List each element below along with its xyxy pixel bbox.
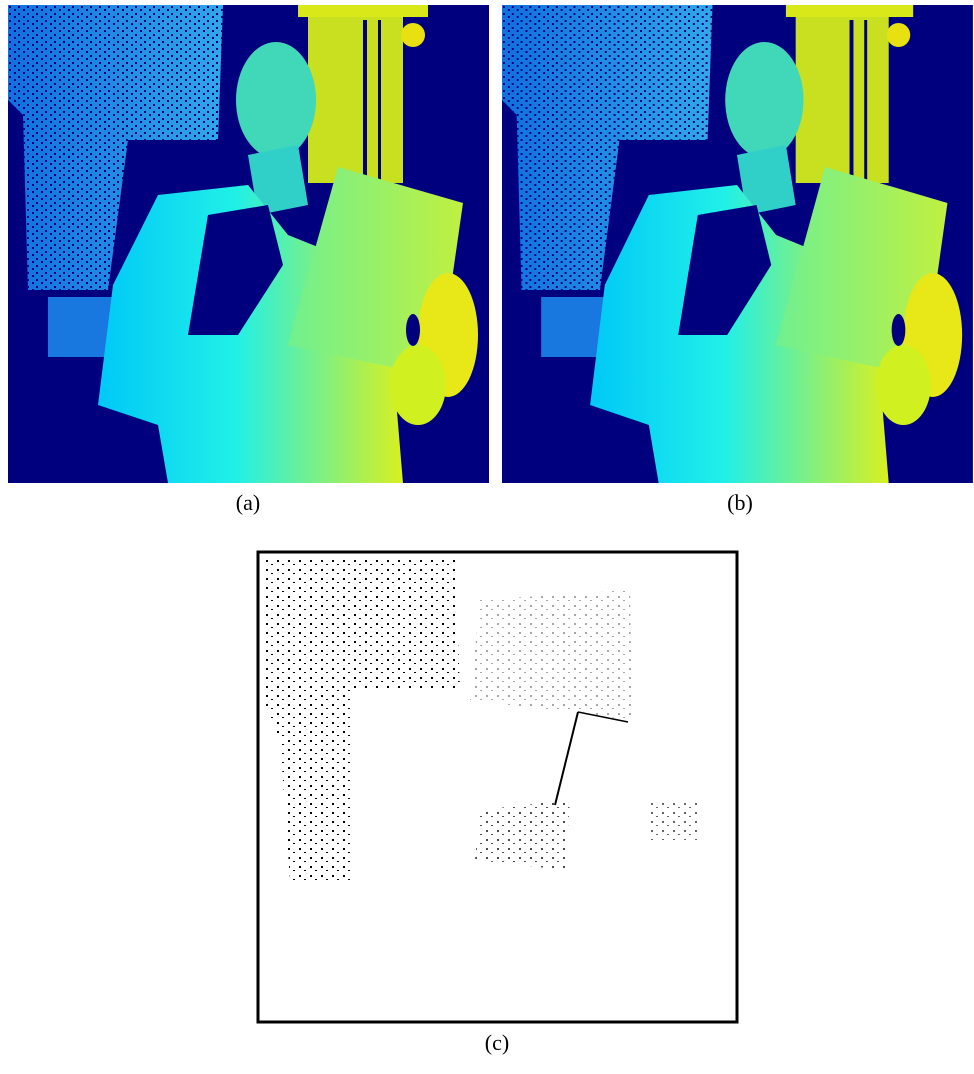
page: (a) (b) (c) (() => { const data = JSON.p…	[0, 0, 974, 1069]
panel-caption: (a)	[236, 490, 260, 515]
figure: (a) (b) (c)	[0, 0, 974, 1069]
panel-a-image	[8, 5, 489, 483]
panel-c-image	[258, 552, 737, 1022]
panel-caption: (c)	[485, 1030, 509, 1055]
panel-caption: (b)	[727, 490, 753, 515]
panel-b-image	[502, 5, 973, 483]
